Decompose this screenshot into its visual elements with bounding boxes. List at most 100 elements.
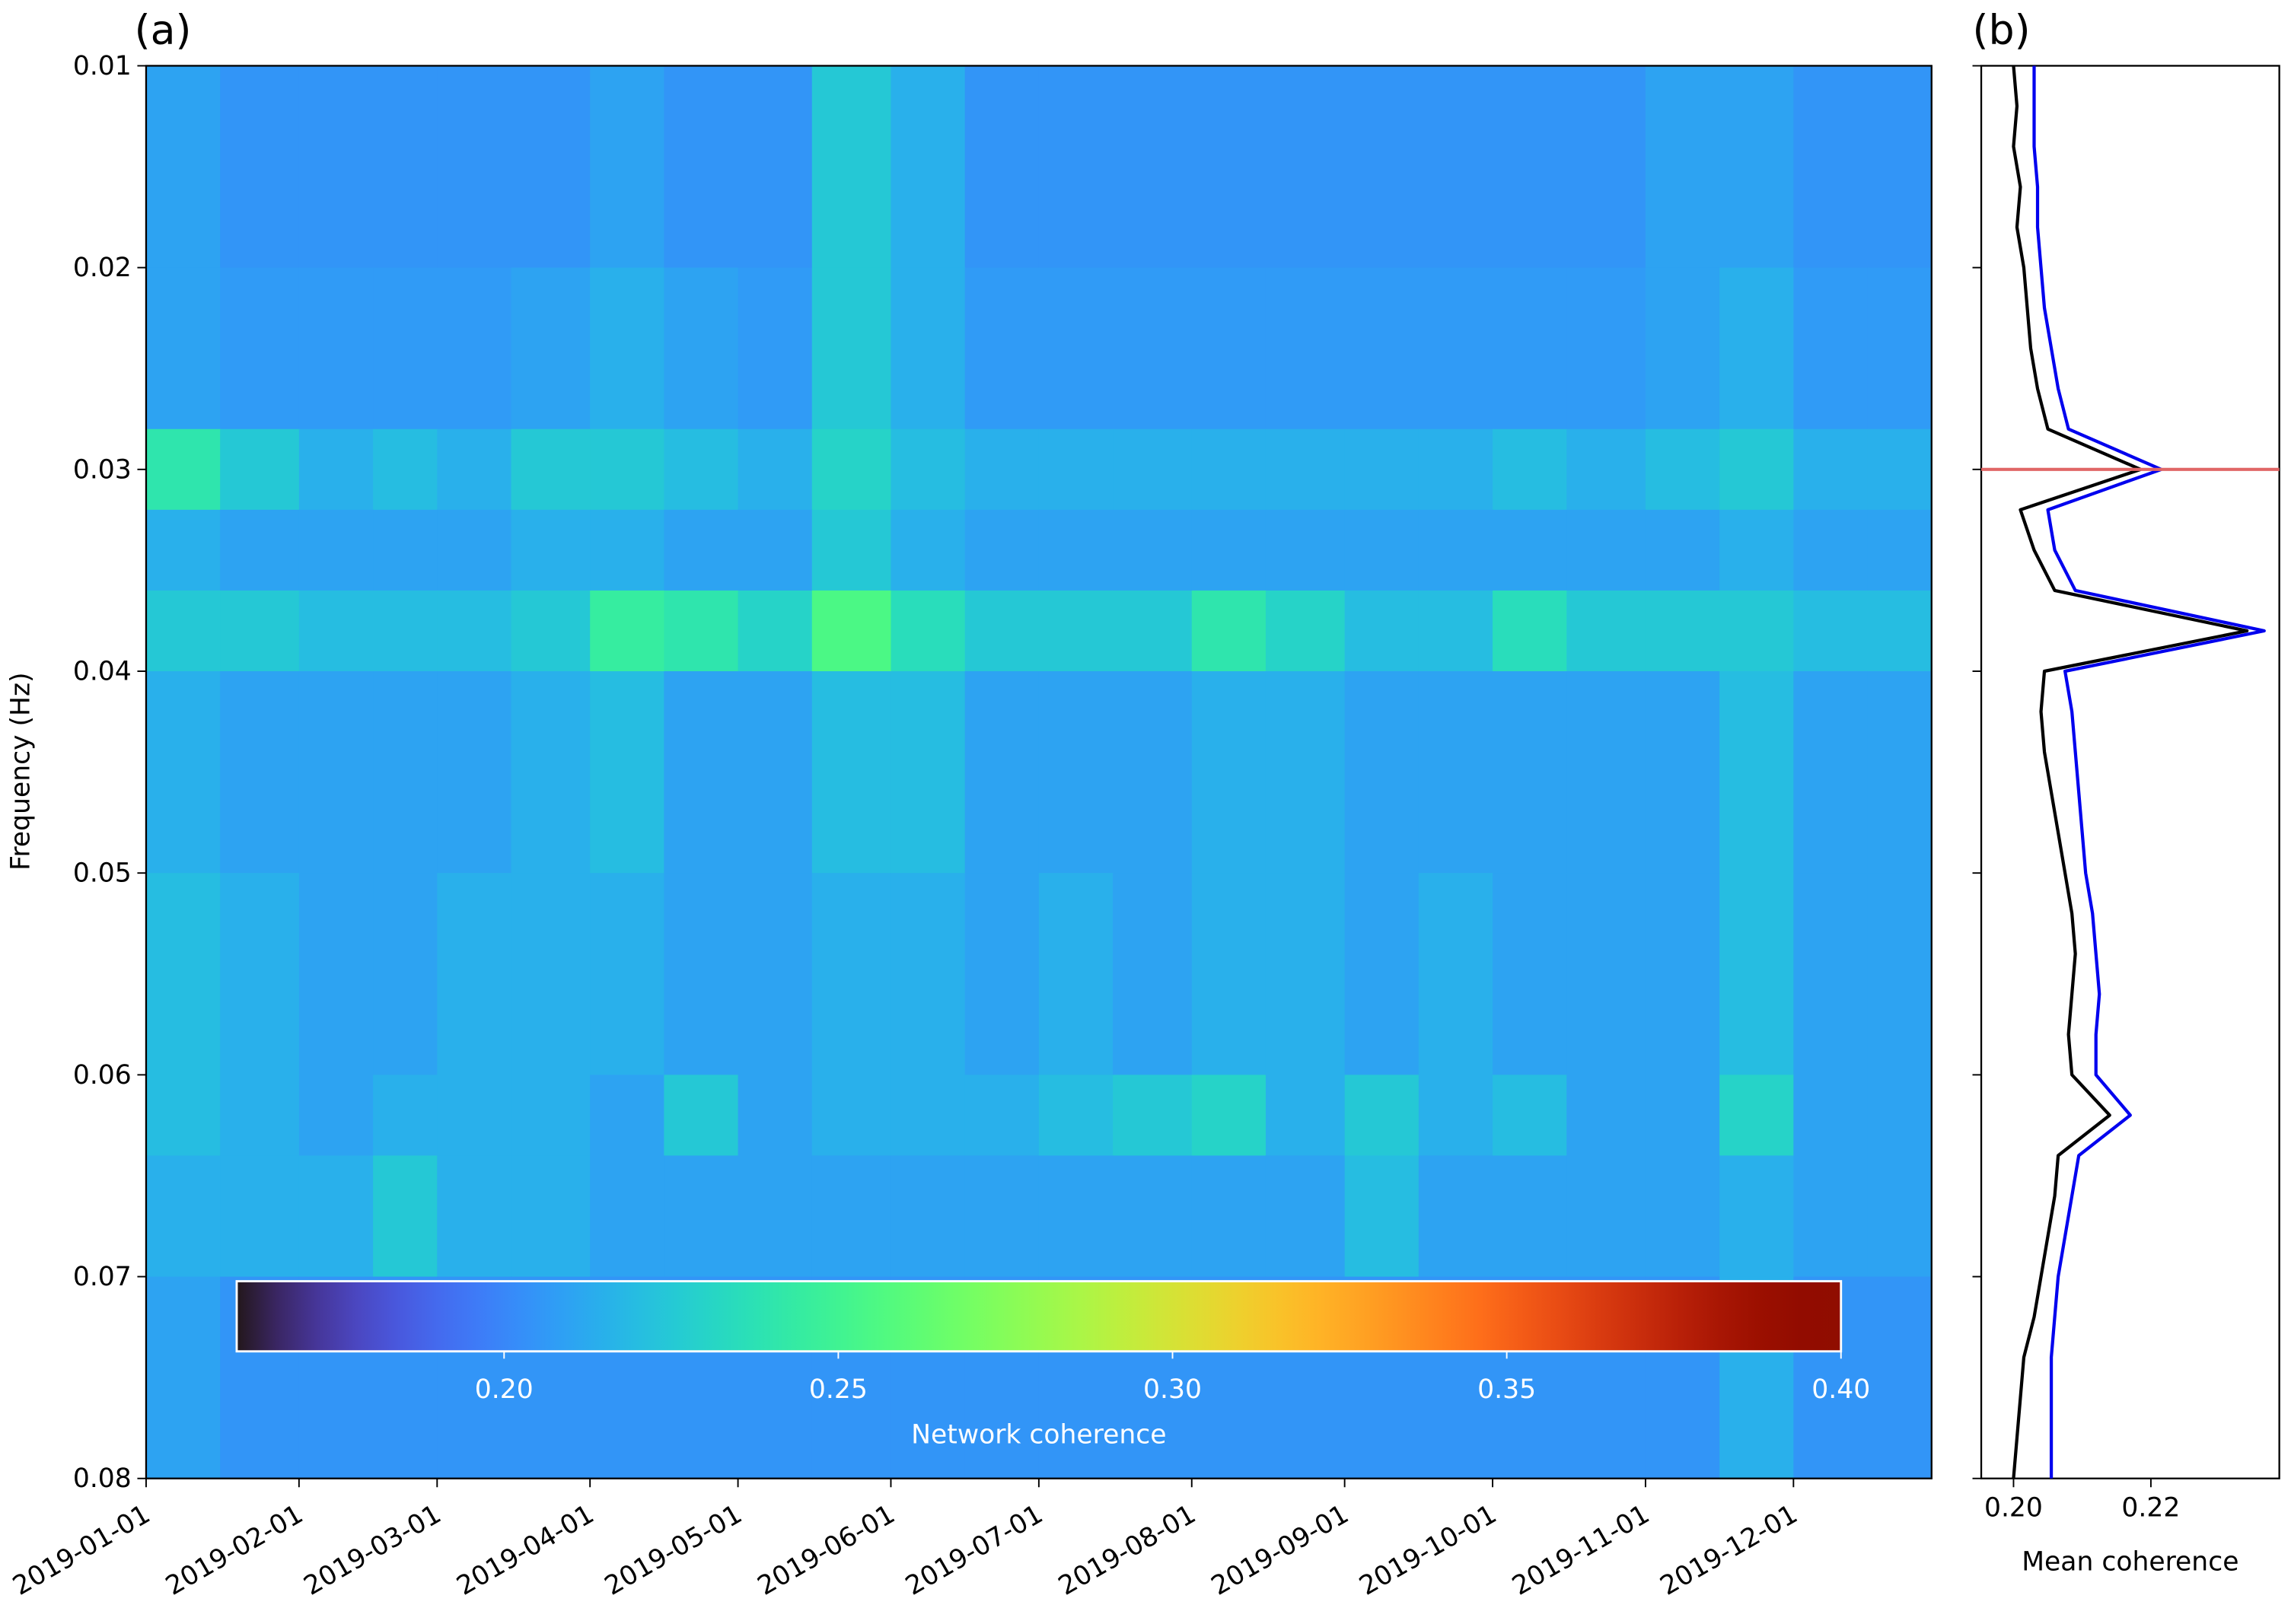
heatmap-cell — [964, 267, 1040, 430]
heatmap-cell — [1867, 1075, 1933, 1157]
heatmap-cell — [511, 1155, 591, 1278]
colorbar-label: Network coherence — [911, 1420, 1166, 1450]
heatmap-cell — [1113, 1155, 1193, 1278]
heatmap-cell — [590, 873, 665, 1076]
heatmap-cell — [1867, 428, 1933, 511]
heatmap-cell — [1265, 509, 1346, 591]
heatmap-cell — [1493, 428, 1568, 511]
heatmap-cell — [1265, 1075, 1346, 1157]
panel-label: (b) — [1973, 6, 2031, 54]
heatmap-cell — [1113, 1075, 1193, 1157]
heatmap-cell — [298, 267, 374, 430]
heatmap-cell — [145, 267, 221, 430]
x-tick-label: 2019-04-01 — [451, 1499, 599, 1602]
heatmap-cell — [1418, 1155, 1493, 1278]
heatmap-cell — [1344, 590, 1420, 672]
heatmap-cell — [298, 671, 374, 874]
heatmap-cell — [1867, 1276, 1933, 1479]
heatmap-cell — [590, 1075, 665, 1157]
heatmap-cell — [373, 509, 438, 591]
heatmap-cell — [1493, 873, 1568, 1076]
heatmap-cell — [1493, 1075, 1568, 1157]
y-tick-label: 0.03 — [73, 454, 132, 485]
heatmap-cell — [664, 267, 739, 430]
colorbar-tick-label: 0.35 — [1477, 1374, 1536, 1405]
x-tick-label: 2019-05-01 — [600, 1499, 747, 1602]
heatmap-cell — [1719, 873, 1795, 1076]
heatmap-cell — [811, 873, 892, 1076]
colorbar-tick-label: 0.40 — [1811, 1374, 1870, 1405]
heatmap-cell — [1038, 671, 1114, 874]
heatmap-cell — [145, 873, 221, 1076]
x-tick-label: 2019-09-01 — [1206, 1499, 1354, 1602]
colorbar-tick-label: 0.20 — [475, 1374, 534, 1405]
y-tick-label: 0.02 — [73, 253, 132, 283]
heatmap-cell — [511, 671, 591, 874]
y-tick-label: 0.07 — [73, 1262, 132, 1292]
heatmap-cell — [437, 671, 512, 874]
heatmap-cell — [590, 590, 665, 672]
heatmap-cell — [145, 1075, 221, 1157]
heatmap-cell — [811, 509, 892, 591]
x-tick-label: 2019-01-01 — [8, 1499, 155, 1602]
heatmap-cell — [1113, 873, 1193, 1076]
y-tick-label: 0.06 — [73, 1060, 132, 1091]
heatmap-cell — [891, 428, 966, 511]
heatmap-cell — [145, 428, 221, 511]
heatmap-cell — [891, 65, 966, 269]
heatmap-cell — [1113, 671, 1193, 874]
heatmap-cell — [1113, 428, 1193, 511]
heatmap-cell — [373, 590, 438, 672]
heatmap-cell — [964, 1075, 1040, 1157]
heatmap-cell — [1493, 509, 1568, 591]
heatmap-cell — [1265, 65, 1346, 269]
heatmap-cell — [1344, 671, 1420, 874]
heatmap-cell — [1645, 1155, 1721, 1278]
heatmap-cell — [145, 1276, 221, 1479]
heatmap-cell — [373, 671, 438, 874]
heatmap-cell — [1038, 873, 1114, 1076]
heatmap-cell — [1418, 1075, 1493, 1157]
heatmap-cell — [1038, 428, 1114, 511]
heatmap-cell — [220, 428, 300, 511]
heatmap-cell — [1566, 267, 1646, 430]
heatmap-cell — [1418, 267, 1493, 430]
heatmap-cell — [298, 873, 374, 1076]
heatmap-cell — [891, 1075, 966, 1157]
heatmap-cell — [220, 590, 300, 672]
heatmap-cell — [738, 509, 813, 591]
x-tick-label: 0.22 — [2121, 1493, 2180, 1524]
heatmap-cell — [1418, 65, 1493, 269]
heatmap-cell — [811, 671, 892, 874]
x-tick-label: 2019-08-01 — [1053, 1499, 1201, 1602]
heatmap-cell — [1265, 671, 1346, 874]
heatmap-cell — [891, 590, 966, 672]
heatmap-cell — [964, 590, 1040, 672]
heatmap-cell — [1793, 267, 1869, 430]
heatmap-cell — [437, 509, 512, 591]
heatmap-cell — [437, 267, 512, 430]
heatmap-cell — [373, 267, 438, 430]
heatmap-cell — [1566, 590, 1646, 672]
heatmap-cell — [1719, 267, 1795, 430]
heatmap-cell — [298, 1075, 374, 1157]
heatmap-cell — [298, 65, 374, 269]
heatmap-cell — [511, 509, 591, 591]
colorbar-tick-label: 0.30 — [1143, 1374, 1202, 1405]
heatmap-cell — [964, 873, 1040, 1076]
heatmap-cell — [1113, 509, 1193, 591]
heatmap-cell — [1867, 873, 1933, 1076]
heatmap-cell — [891, 671, 966, 874]
heatmap-cell — [220, 873, 300, 1076]
heatmap-cell — [1191, 65, 1267, 269]
heatmap-cell — [1793, 1075, 1869, 1157]
y-tick-label: 0.05 — [73, 858, 132, 889]
heatmap-cell — [1867, 590, 1933, 672]
heatmap-cell — [1793, 65, 1869, 269]
heatmap-cell — [1566, 1075, 1646, 1157]
heatmap-cell — [1191, 1075, 1267, 1157]
heatmap-cell — [1867, 65, 1933, 269]
heatmap-cell — [738, 1155, 813, 1278]
heatmap-cell — [511, 428, 591, 511]
